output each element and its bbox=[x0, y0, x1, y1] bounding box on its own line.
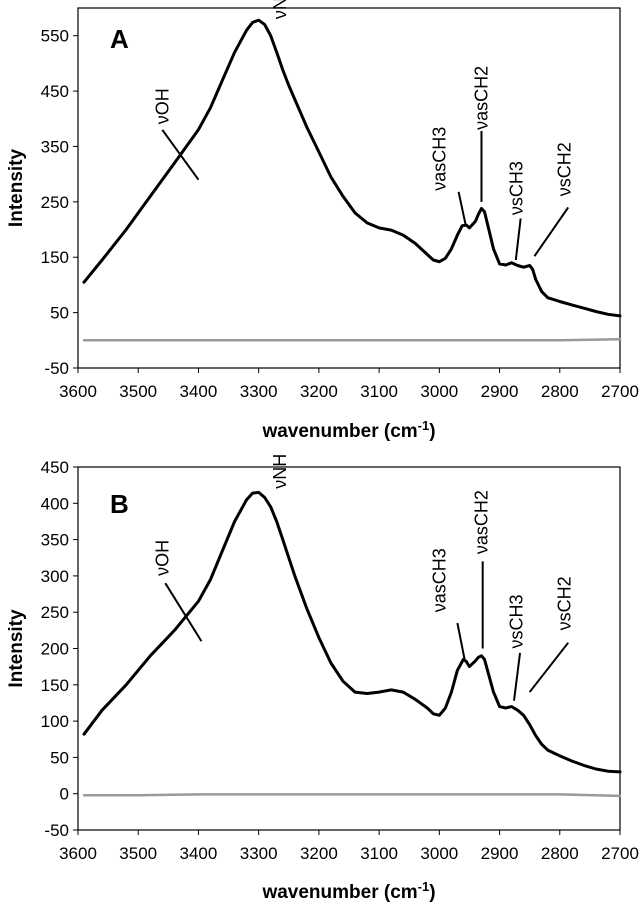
panel-a-x-tick-label: 3400 bbox=[180, 382, 218, 401]
panel-a-x-tick-label: 3100 bbox=[360, 382, 398, 401]
panel-b-x-tick-label: 2700 bbox=[601, 844, 639, 863]
panel-a-x-tick-label: 3000 bbox=[420, 382, 458, 401]
panel-b-plot-frame bbox=[77, 466, 621, 831]
panel-b-x-tick-label: 3100 bbox=[360, 844, 398, 863]
panel-b-annotation-leader bbox=[456, 622, 466, 660]
panel-b-x-tick-label: 3500 bbox=[119, 844, 157, 863]
panel-b-panel-letter: B bbox=[110, 489, 129, 519]
panel-a-y-tick-label: 150 bbox=[41, 248, 69, 267]
panel-b-series-spectrum bbox=[82, 490, 622, 774]
panel-b-y-tick-label: 250 bbox=[41, 603, 69, 622]
panel-b-annotation-leader bbox=[164, 582, 203, 642]
panel-b-y-tick-label: 300 bbox=[41, 567, 69, 586]
panel-a-x-tick-label: 3200 bbox=[300, 382, 338, 401]
panel-b-annotation-label: νsCH3 bbox=[506, 594, 526, 648]
panel-a-x-tick-label: 2800 bbox=[541, 382, 579, 401]
panel-b-y-tick-label: 0 bbox=[60, 785, 69, 804]
panel-a-annotation-leader bbox=[533, 206, 570, 257]
panel-b-y-tick-label: 350 bbox=[41, 531, 69, 550]
panel-a-annotation-label: νNH bbox=[270, 0, 290, 19]
panel-a-annotation-label: νsCH3 bbox=[506, 161, 526, 215]
panel-a-y-tick-label: -50 bbox=[44, 359, 69, 378]
panel-a-x-tick-label: 2700 bbox=[601, 382, 639, 401]
panel-a-x-axis-label: wavenumber (cm-1) bbox=[261, 418, 435, 442]
panel-b-annotation-label: νOH bbox=[152, 540, 172, 576]
panel-a-y-tick-label: 350 bbox=[41, 137, 69, 156]
panel-a-annotation-label: νsCH2 bbox=[555, 142, 575, 196]
panel-b-x-tick-label: 3300 bbox=[240, 844, 278, 863]
panel-a-annotation-leader bbox=[457, 191, 467, 226]
panel-a-series-spectrum bbox=[82, 18, 622, 318]
panel-a-x-tick-label: 3300 bbox=[240, 382, 278, 401]
panel-b-y-tick-label: 400 bbox=[41, 494, 69, 513]
panel-a-x-tick-label: 3600 bbox=[59, 382, 97, 401]
panel-a-annotation-label: νOH bbox=[152, 88, 172, 124]
panel-b-series-baseline bbox=[82, 793, 622, 798]
panel-b-annotation-label: νasCH3 bbox=[429, 548, 449, 612]
panel-b-x-tick-label: 3400 bbox=[180, 844, 218, 863]
panel-b-x-tick-label: 2800 bbox=[541, 844, 579, 863]
panel-b-x-axis-label: wavenumber (cm-1) bbox=[261, 879, 435, 903]
panel-a-panel-letter: A bbox=[110, 24, 129, 54]
panel-b-x-tick-label: 3000 bbox=[420, 844, 458, 863]
panel-b-annotation-leader bbox=[528, 642, 569, 693]
panel-a-y-tick-label: 250 bbox=[41, 193, 69, 212]
panel-a-series-baseline bbox=[82, 337, 622, 342]
panel-b-y-tick-label: 450 bbox=[41, 458, 69, 477]
panel-a-annotation-label: νasCH3 bbox=[429, 127, 449, 191]
panel-a-y-tick-label: 450 bbox=[41, 82, 69, 101]
panel-b-y-tick-label: 100 bbox=[41, 712, 69, 731]
panel-b-annotation-leader bbox=[513, 652, 522, 701]
panel-b-y-tick-label: -50 bbox=[44, 821, 69, 840]
panel-b-x-tick-label: 2900 bbox=[481, 844, 519, 863]
panel-b-y-tick-label: 50 bbox=[50, 748, 69, 767]
panel-b-annotation-label: νsCH2 bbox=[555, 576, 575, 630]
panel-a-plot-frame bbox=[77, 7, 621, 369]
panel-a-annotation-leader bbox=[514, 218, 522, 261]
panel-a-annotation-leader bbox=[161, 129, 200, 181]
panel-a-annotation-label: νasCH2 bbox=[472, 66, 492, 130]
panel-a-y-tick-label: 50 bbox=[50, 304, 69, 323]
panel-a-y-tick-label: 550 bbox=[41, 27, 69, 46]
panel-a-x-tick-label: 3500 bbox=[119, 382, 157, 401]
panel-b-x-tick-label: 3600 bbox=[59, 844, 97, 863]
panel-a-y-axis-label: Intensity bbox=[6, 149, 27, 228]
panel-b-y-tick-label: 200 bbox=[41, 640, 69, 659]
panel-a-x-tick-label: 2900 bbox=[481, 382, 519, 401]
panel-b-x-tick-label: 3200 bbox=[300, 844, 338, 863]
panel-b-y-tick-label: 150 bbox=[41, 676, 69, 695]
panel-b-annotation-label: νNH bbox=[270, 454, 290, 489]
panel-b-y-axis-label: Intensity bbox=[6, 609, 27, 688]
panel-b-annotation-label: νasCH2 bbox=[472, 490, 492, 554]
